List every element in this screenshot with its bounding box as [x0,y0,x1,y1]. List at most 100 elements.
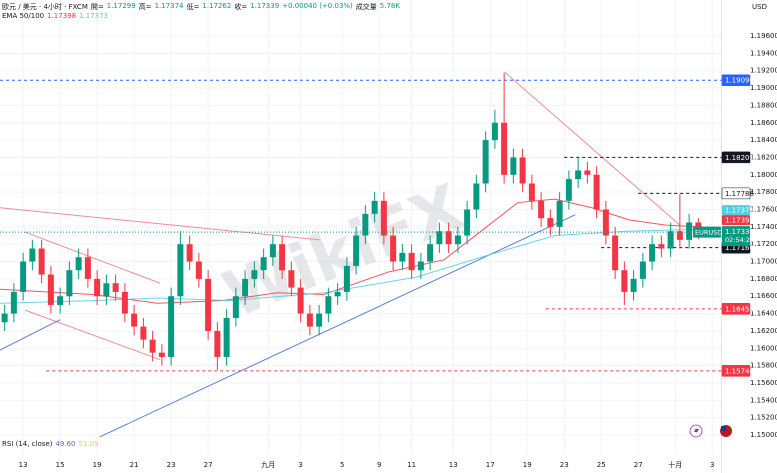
candle-body [519,157,526,184]
candle-body [140,326,147,340]
candle-body [528,183,535,201]
price-symbol-box [693,226,721,238]
indicator-badge-label: 1.17373 [725,207,754,215]
indicator-badge [722,215,750,226]
level-label: 1.15740 [725,367,754,375]
x-tick-label: 19 [93,461,102,469]
candle-body [380,200,387,236]
candle-body [306,313,313,327]
candle-body [325,296,332,314]
candle-body [602,209,609,236]
level-label: 1.16455 [725,305,754,313]
x-tick-label: 13 [449,461,458,469]
candle-body [269,244,276,258]
watermark: WikiFX [214,171,474,333]
candle-body [353,235,360,266]
price-badge [722,226,750,247]
y-tick-label: 1.19200 [750,67,777,75]
y-tick-label: 1.17000 [750,258,777,266]
y-tick-label: 1.17200 [750,240,777,248]
trendline [99,214,576,438]
candle-body [362,213,369,236]
candle-body [482,140,489,184]
candle-body [29,248,36,262]
indicator-legend: EMA 50/100 1.17398 1.17373 [2,12,108,20]
candle-body [10,291,17,314]
indicator-badge [722,205,750,216]
candle-body [454,235,461,245]
candle-body [149,339,156,353]
ohlc-label: 高= [138,3,152,11]
candle-body [491,122,498,141]
y-tick-label: 1.18400 [750,136,777,144]
x-tick-label: 27 [634,461,643,469]
candle-body [417,261,424,271]
candle-body [593,174,600,210]
candle-body [84,257,91,279]
candle-body [445,231,452,245]
candle-body [205,278,212,331]
rsi-label: RSI (14, close) [2,440,53,448]
x-tick-label: 17 [486,461,495,469]
volume-label: 成交量 [355,3,377,11]
currency: USD [752,3,767,11]
x-tick-label: 13 [19,461,28,469]
level-label: 1.19090 [725,77,754,85]
y-tick-label: 1.18800 [750,101,777,109]
ema-line [0,198,704,304]
level-label: 1.17160 [725,244,754,252]
level-badge [721,187,751,200]
flag-icon-canton [721,426,726,431]
candle-body [584,170,591,175]
ohlc-value: 1.17299 [106,2,136,10]
candle-body [464,209,471,236]
x-tick-label: 19 [523,461,532,469]
x-tick-label: 25 [597,461,606,469]
candle-body [538,200,545,219]
rsi-value: 51.09 [78,440,99,448]
x-tick-label: 27 [204,461,213,469]
candle-body [177,244,184,297]
y-tick-label: 1.16400 [750,310,777,318]
candle-body [676,231,683,240]
candle-body [436,231,443,245]
candle-body [658,244,665,249]
level-badge [721,365,751,377]
trendline [24,231,161,284]
candle-body [38,248,45,275]
candle-body [195,261,202,279]
event-icon-bolt [694,426,699,436]
level-badge [721,303,751,315]
candle-body [408,252,415,271]
y-tick-label: 1.16000 [750,344,777,352]
x-tick-label: 21 [130,461,139,469]
candle-body [371,200,378,214]
x-tick-label: 9 [377,461,381,469]
ohlc-value: 1.17262 [202,2,232,10]
y-tick-label: 1.18600 [750,119,777,127]
candle-body [649,244,656,262]
price-symbol: EURUSD [695,229,722,237]
trendline [504,72,681,226]
trendline [0,207,321,241]
candle-body [547,218,554,227]
countdown: 02:54:26 [725,236,754,244]
trendline [24,309,161,361]
ohlc-value: 1.17374 [154,2,184,10]
candle-body [575,170,582,180]
candle-body [214,330,221,357]
candle-body [260,257,267,271]
candle-body [158,352,165,357]
x-tick-label: 15 [56,461,65,469]
rsi-legend: RSI (14, close) 49.60 51.09 [2,440,99,448]
flag-icon [720,425,732,437]
indicator-value: 1.17398 [47,12,77,20]
candle-body [667,231,674,249]
candle-body [621,270,628,292]
candle-body [501,122,508,175]
candle-body [112,283,119,292]
price-label: 1.17339 [725,228,754,236]
candle-body [510,157,517,175]
y-tick-label: 1.19400 [750,49,777,57]
